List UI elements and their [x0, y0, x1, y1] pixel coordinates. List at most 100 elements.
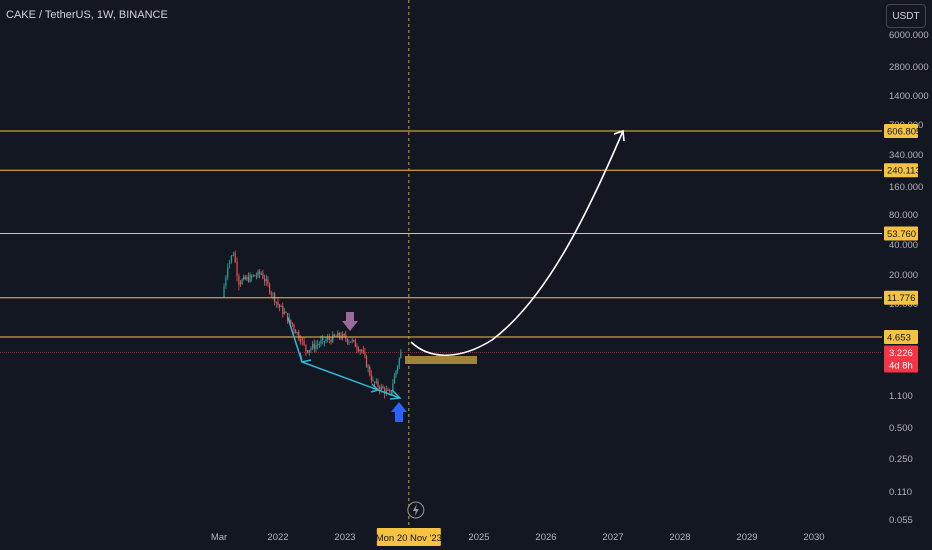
candle: [359, 348, 361, 356]
projection-curve[interactable]: [410, 129, 625, 357]
candle: [282, 302, 284, 318]
candle: [370, 370, 372, 384]
time-tick-label: 2028: [669, 532, 690, 543]
candle: [223, 283, 225, 298]
candle: [246, 275, 248, 281]
candle: [348, 339, 350, 345]
candle: [305, 344, 307, 357]
svg-text:606.805: 606.805: [887, 127, 921, 138]
candle: [247, 272, 250, 283]
level-price-label[interactable]: 4.653: [884, 330, 918, 344]
candle: [308, 349, 310, 356]
candle: [328, 333, 330, 344]
candle: [310, 346, 312, 353]
arrow-down-icon[interactable]: [342, 312, 358, 331]
price-tick-label: 6000.000: [889, 30, 929, 41]
candle: [354, 338, 356, 347]
candle: [392, 378, 394, 395]
price-tick-label: 20.000: [889, 270, 918, 281]
candle: [244, 274, 246, 280]
time-axis[interactable]: Mar 2022 2023 2025 2026 2027 2028 2029 2030 Mon 2…: [211, 528, 825, 546]
currency-button[interactable]: USDT: [886, 4, 926, 28]
candle: [377, 378, 379, 391]
candle: [229, 259, 231, 269]
candle: [342, 331, 344, 341]
candle: [227, 263, 229, 281]
price-tick-label: 1400.000: [889, 91, 929, 102]
candle: [269, 282, 271, 295]
candle: [265, 274, 267, 286]
candle: [232, 251, 234, 257]
target-zone-rectangle[interactable]: [405, 356, 477, 364]
trend-arrow-long[interactable]: [299, 352, 402, 400]
time-tick-label: 2025: [468, 532, 489, 543]
candle: [385, 385, 387, 396]
candle: [356, 343, 358, 354]
time-tick-label: 2029: [736, 532, 757, 543]
arrow-up-icon[interactable]: [391, 402, 407, 422]
candle: [349, 341, 352, 343]
candle: [262, 269, 264, 280]
candle: [333, 333, 335, 338]
time-tick-label: 2023: [334, 532, 355, 543]
candle: [382, 384, 384, 390]
candle: [236, 257, 238, 282]
candle: [241, 278, 243, 285]
price-axis[interactable]: 6000.0002800.0001400.000700.000340.00016…: [884, 30, 929, 526]
candle: [238, 273, 240, 291]
candle: [275, 301, 277, 308]
cursor-date-label: Mon 20 Nov '23: [376, 528, 442, 546]
bar-countdown: 4d 8h: [889, 360, 913, 371]
candle: [257, 269, 259, 279]
candle: [315, 340, 317, 353]
candle: [283, 307, 285, 316]
level-price-label[interactable]: 606.805: [884, 124, 921, 138]
svg-text:53.760: 53.760: [887, 229, 916, 240]
candle: [278, 304, 281, 312]
horizontal-levels: [0, 130, 882, 353]
candle: [239, 280, 242, 287]
drawing-annotations: [287, 0, 625, 528]
candle: [298, 329, 300, 341]
candle: [293, 323, 295, 335]
candle: [327, 333, 329, 343]
candle: [249, 272, 251, 283]
candle: [325, 336, 327, 344]
candle: [320, 335, 322, 347]
price-tick-label: 0.500: [889, 423, 913, 434]
candle: [318, 341, 320, 349]
candle: [398, 357, 400, 370]
time-tick-label: 2030: [803, 532, 824, 543]
candle: [267, 276, 269, 287]
candle: [397, 364, 399, 374]
candle: [313, 339, 315, 353]
candle: [395, 370, 397, 379]
price-tick-label: 160.000: [889, 182, 923, 193]
time-tick-label: 2026: [535, 532, 556, 543]
price-tick-label: 0.250: [889, 454, 913, 465]
candle: [330, 337, 332, 345]
candle: [338, 331, 341, 341]
level-price-label[interactable]: 11.776: [884, 290, 918, 305]
candle: [270, 290, 272, 298]
candle: [400, 349, 402, 359]
candle: [345, 330, 347, 342]
candle: [294, 329, 297, 334]
price-candles: [223, 250, 402, 399]
lightning-icon[interactable]: [407, 501, 425, 519]
time-tick-label: 2027: [602, 532, 623, 543]
svg-text:240.113: 240.113: [887, 166, 921, 177]
candle: [353, 339, 355, 343]
candle: [346, 338, 348, 345]
price-tick-label: 1.100: [889, 391, 913, 402]
level-price-label[interactable]: 53.760: [884, 226, 918, 241]
time-tick-label: Mar: [211, 532, 227, 543]
candle: [323, 340, 325, 347]
level-price-label[interactable]: 240.113: [884, 163, 921, 178]
candle: [389, 388, 391, 393]
candle: [234, 250, 236, 264]
candle: [251, 274, 253, 282]
candle: [290, 319, 292, 324]
candle: [274, 291, 276, 306]
